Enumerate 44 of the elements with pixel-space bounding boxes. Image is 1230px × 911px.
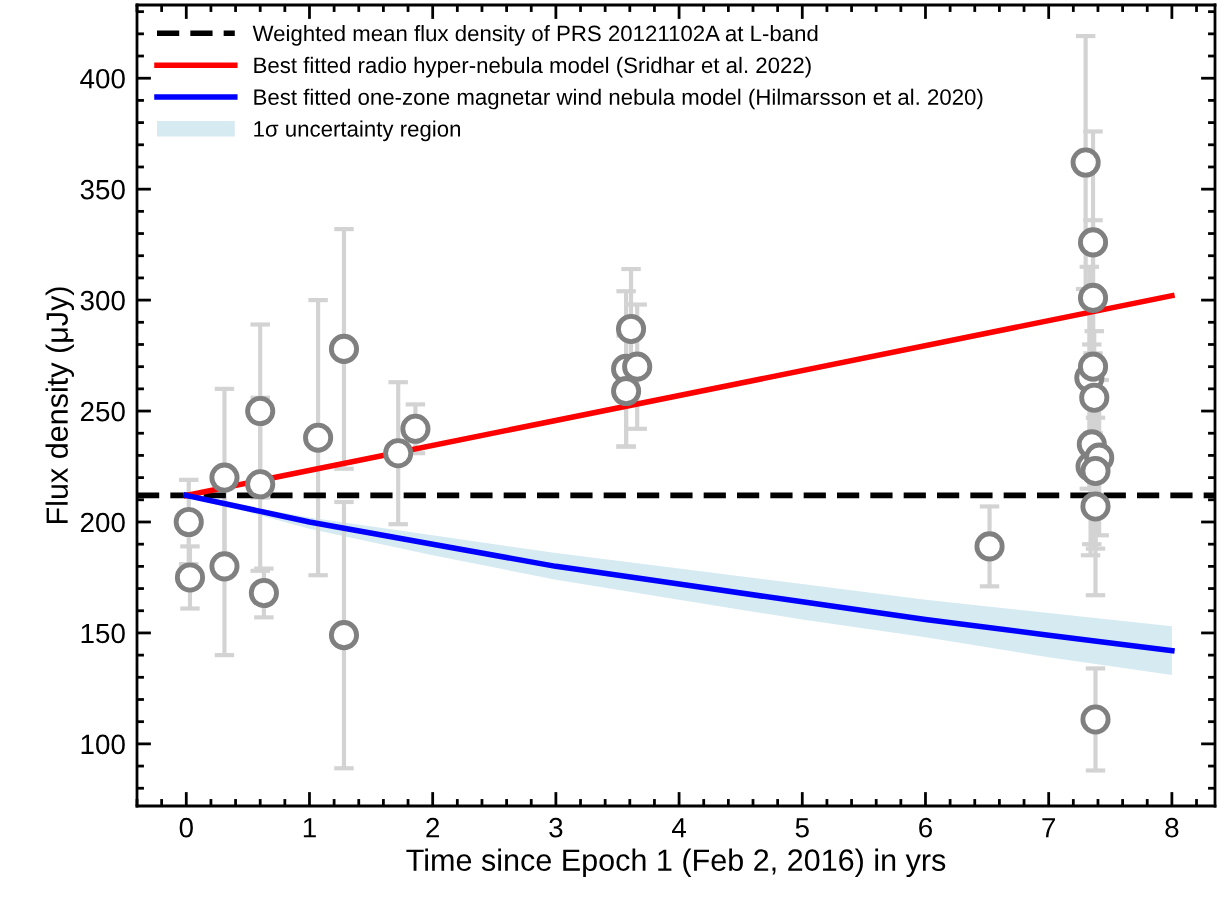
point (1070, 147, 1101, 178)
point (209, 551, 240, 582)
x-tick-label: 7 (1042, 818, 1056, 838)
x-axis-title: Time since Epoch 1 (Feb 2, 2016) in yrs (406, 848, 946, 878)
point (1080, 704, 1111, 735)
point (1080, 491, 1111, 522)
point (209, 462, 240, 493)
x-tick-label: 1 (303, 818, 316, 838)
legend-label: Best fitted one-zone magnetar wind nebula model (Hilmarsson et al. 2020) (254, 88, 983, 110)
y-tick-label: 100 (81, 734, 125, 755)
point (328, 333, 360, 364)
x-tick-label: 3 (549, 817, 563, 838)
point (174, 562, 206, 593)
point (622, 351, 653, 382)
point (615, 313, 647, 344)
y-tick-label: 150 (81, 623, 125, 644)
legend-label: Weighted mean flux density of PRS 20121102A at L-band (252, 25, 818, 46)
y-tick-label: 300 (80, 290, 125, 311)
point (303, 422, 334, 453)
x-tick-label: 6 (919, 817, 932, 838)
legend-label: 1σ uncertainty region (254, 120, 461, 142)
point (1077, 227, 1109, 258)
x-tick-label: 4 (671, 818, 686, 838)
point (1077, 282, 1109, 313)
x-tick-label: 0 (179, 817, 193, 838)
legend-label: Best fitted radio hyper-nebula model (Sridhar et al. 2022) (254, 56, 811, 78)
point (383, 438, 414, 469)
point (248, 577, 279, 609)
y-tick-label: 200 (80, 512, 125, 533)
x-tick-label: 5 (795, 818, 809, 838)
point (974, 531, 1005, 562)
point (1079, 382, 1110, 413)
x-tick-label: 2 (426, 817, 440, 838)
y-tick-label: 250 (80, 401, 125, 422)
point (245, 396, 276, 427)
x-tick-label: 8 (1165, 817, 1179, 838)
point (611, 376, 642, 407)
point (328, 620, 360, 651)
point (245, 469, 276, 500)
y-axis-title: Flux density (μJy) (45, 287, 74, 523)
point (173, 506, 204, 538)
y-tick-label: 400 (80, 68, 125, 89)
y-tick-label: 350 (80, 179, 125, 200)
point (400, 413, 431, 444)
